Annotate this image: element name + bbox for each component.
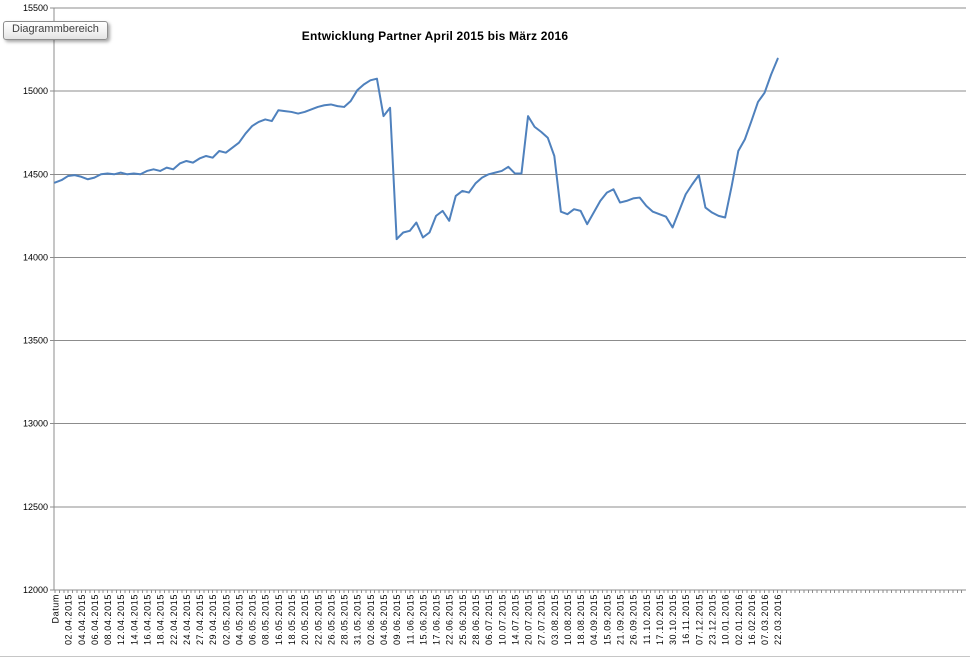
x-axis-label: 26.05.2015	[326, 594, 336, 645]
chart-bottom-border	[0, 656, 970, 657]
x-axis-label: 24.04.2015	[182, 594, 192, 645]
x-axis-label: 25.06.2015	[458, 594, 468, 645]
x-axis-label: 20.05.2015	[300, 594, 310, 645]
gridlines	[54, 7, 966, 591]
x-axis-label: 10.07.2015	[497, 594, 507, 645]
x-axis-label: 29.04.2015	[208, 594, 218, 645]
y-axis-label: 14000	[23, 252, 48, 262]
x-axis-label: 06.05.2015	[248, 594, 258, 645]
x-axis-label: 08.04.2015	[103, 594, 113, 645]
y-axis-label: 13500	[23, 336, 48, 346]
x-axis-label: 15.06.2015	[418, 594, 428, 645]
x-axis-label: 20.07.2015	[524, 594, 534, 645]
y-axis-label: 14500	[23, 169, 48, 179]
x-axis-label: 08.05.2015	[261, 594, 271, 645]
y-axis-label: 13000	[23, 419, 48, 429]
x-axis-label: 27.04.2015	[195, 594, 205, 645]
x-axis-label: 15.09.2015	[602, 594, 612, 645]
y-axis-label: 15500	[23, 3, 48, 13]
x-axis-label: 28.06.2015	[471, 594, 481, 645]
x-axis-label: 18.04.2015	[156, 594, 166, 645]
y-axis: 15500 15000 14500 14000 13500 13000 12500 12000	[23, 3, 55, 595]
x-axis-label: 04.04.2015	[77, 594, 87, 645]
x-axis: Datum 02.04.2015 04.04.2015 06.04.2015 08.04…	[51, 590, 963, 645]
x-axis-label: 04.05.2015	[234, 594, 244, 645]
x-axis-label: 23.12.2015	[708, 594, 718, 645]
x-axis-label: 06.04.2015	[90, 594, 100, 645]
x-axis-label: 30.10.2015	[668, 594, 678, 645]
x-axis-label: 16.02.2016	[747, 594, 757, 645]
x-axis-label: 04.06.2015	[379, 594, 389, 645]
x-axis-label: 22.03.2016	[773, 594, 783, 645]
x-axis-label: 21.09.2015	[616, 594, 626, 645]
tooltip-label: Diagrammbereich	[12, 23, 99, 35]
y-axis-label: 12500	[23, 502, 48, 512]
x-axis-label: 02.05.2015	[221, 594, 231, 645]
x-axis-label: 31.05.2015	[353, 594, 363, 645]
x-axis-label: 16.05.2015	[274, 594, 284, 645]
series-line[interactable]	[54, 57, 779, 241]
x-axis-label: 16.04.2015	[142, 594, 152, 645]
x-axis-label: 10.01.2016	[721, 594, 731, 645]
y-axis-label: 12000	[23, 585, 48, 595]
x-axis-label: 16.11.2015	[681, 594, 691, 644]
x-axis-ticks	[54, 590, 963, 593]
y-axis-label: 15000	[23, 86, 48, 96]
x-axis-label: 10.08.2015	[563, 594, 573, 645]
x-axis-label: 09.06.2015	[392, 594, 402, 645]
x-axis-label: 12.04.2015	[116, 594, 126, 645]
x-axis-label: 26.09.2015	[629, 594, 639, 645]
x-axis-label: 27.07.2015	[537, 594, 547, 645]
x-axis-label: 17.06.2015	[432, 594, 442, 645]
x-axis-label: 22.06.2015	[445, 594, 455, 645]
x-axis-label: 17.10.2015	[655, 594, 665, 645]
x-axis-label: 07.03.2016	[760, 594, 770, 645]
x-axis-label: 03.08.2015	[550, 594, 560, 645]
x-axis-label: 18.08.2015	[576, 594, 586, 645]
x-axis-label: 04.09.2015	[589, 594, 599, 645]
x-axis-label: Datum	[51, 594, 61, 624]
x-axis-label: 11.10.2015	[642, 594, 652, 644]
chart-title[interactable]: Entwicklung Partner April 2015 bis März …	[301, 29, 569, 43]
x-axis-label: 02.04.2015	[64, 594, 74, 645]
chart-area-tooltip: Diagrammbereich	[3, 21, 108, 40]
x-axis-label: 14.04.2015	[129, 594, 139, 645]
x-axis-label: 07.12.2015	[694, 594, 704, 645]
x-axis-label: 18.05.2015	[287, 594, 297, 645]
x-axis-label: 22.05.2015	[313, 594, 323, 645]
x-axis-label: 02.06.2015	[366, 594, 376, 645]
x-axis-label: 14.07.2015	[510, 594, 520, 645]
x-axis-label: 22.04.2015	[169, 594, 179, 645]
x-axis-label: 02.01.2016	[734, 594, 744, 645]
x-axis-label: 28.05.2015	[340, 594, 350, 645]
x-axis-label: 06.07.2015	[484, 594, 494, 645]
x-axis-label: 11.06.2015	[405, 594, 415, 644]
